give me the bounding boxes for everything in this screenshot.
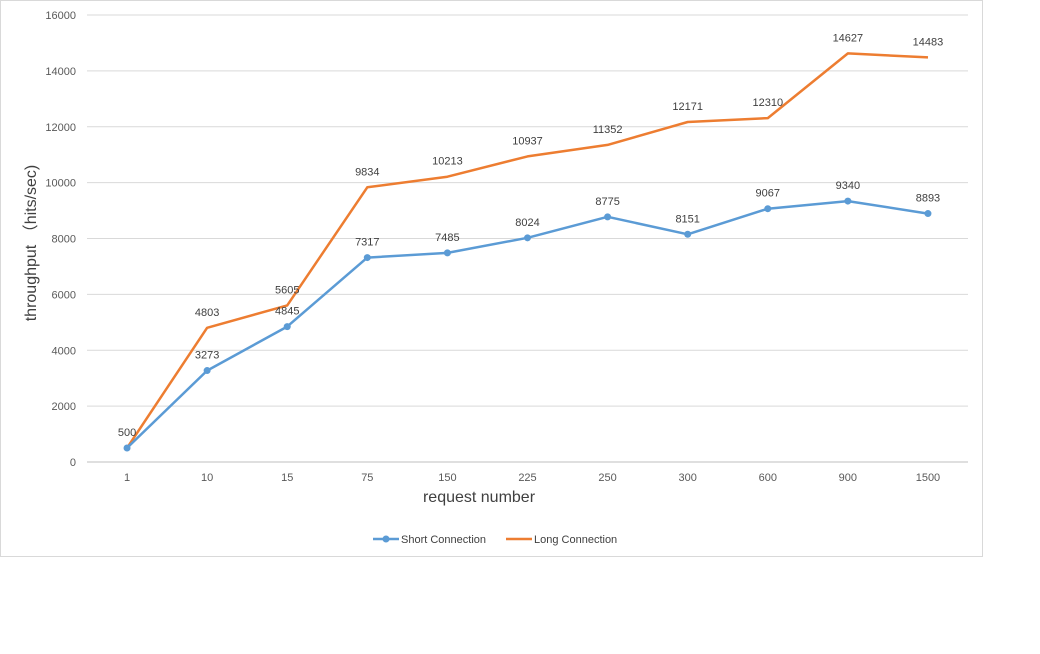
data-label: 8024 bbox=[515, 217, 539, 229]
legend-label: Long Connection bbox=[534, 534, 617, 546]
x-tick-label: 1 bbox=[124, 472, 130, 484]
data-label: 9834 bbox=[355, 166, 379, 178]
y-axis-title: throughput （hits/sec) bbox=[22, 165, 40, 322]
data-label: 12171 bbox=[672, 101, 703, 113]
data-label: 5605 bbox=[275, 284, 299, 296]
y-tick-label: 10000 bbox=[45, 178, 76, 190]
data-point bbox=[764, 205, 772, 213]
data-label: 9340 bbox=[836, 180, 860, 192]
y-tick-label: 8000 bbox=[52, 234, 76, 246]
legend-marker bbox=[382, 535, 390, 543]
data-label: 3273 bbox=[195, 350, 219, 362]
y-tick-label: 6000 bbox=[52, 289, 76, 301]
y-tick-label: 2000 bbox=[52, 401, 76, 413]
x-tick-label: 250 bbox=[598, 472, 616, 484]
series-line-long-connection bbox=[125, 52, 929, 449]
data-point bbox=[924, 210, 932, 218]
data-point bbox=[283, 323, 291, 331]
data-label: 12310 bbox=[752, 97, 783, 109]
data-label: 14627 bbox=[833, 32, 864, 44]
data-point bbox=[443, 249, 451, 257]
data-label: 8893 bbox=[916, 193, 940, 205]
data-label: 500 bbox=[118, 427, 136, 439]
x-tick-label: 1500 bbox=[916, 472, 940, 484]
data-point bbox=[684, 230, 692, 238]
data-label: 8151 bbox=[675, 213, 699, 225]
data-label: 4845 bbox=[275, 306, 299, 318]
x-tick-label: 15 bbox=[281, 472, 293, 484]
y-tick-label: 14000 bbox=[45, 66, 76, 78]
data-point bbox=[203, 367, 211, 375]
x-tick-label: 600 bbox=[759, 472, 777, 484]
data-label: 11352 bbox=[593, 124, 623, 136]
y-tick-label: 16000 bbox=[45, 10, 76, 22]
legend-label: Short Connection bbox=[401, 534, 486, 546]
data-label: 8775 bbox=[595, 196, 619, 208]
data-point bbox=[844, 197, 852, 205]
data-point bbox=[524, 234, 531, 242]
data-point bbox=[363, 254, 371, 262]
data-point bbox=[604, 213, 612, 221]
data-label: 7317 bbox=[355, 237, 379, 249]
data-label: 10213 bbox=[432, 156, 463, 168]
data-label: 4803 bbox=[195, 307, 219, 319]
x-axis-title: request number bbox=[423, 489, 536, 506]
x-tick-label: 900 bbox=[839, 472, 857, 484]
x-tick-label: 150 bbox=[438, 472, 456, 484]
data-label: 14483 bbox=[913, 36, 944, 48]
x-tick-label: 10 bbox=[201, 472, 213, 484]
data-label: 7485 bbox=[435, 232, 459, 244]
y-tick-label: 12000 bbox=[45, 122, 76, 134]
y-tick-label: 4000 bbox=[52, 345, 76, 357]
y-tick-label: 0 bbox=[70, 457, 76, 469]
chart-frame bbox=[0, 0, 983, 557]
data-label: 10937 bbox=[512, 135, 543, 147]
x-tick-label: 75 bbox=[361, 472, 373, 484]
data-point bbox=[123, 444, 131, 452]
data-label: 9067 bbox=[756, 188, 780, 200]
x-tick-label: 225 bbox=[518, 472, 536, 484]
x-tick-label: 300 bbox=[679, 472, 697, 484]
